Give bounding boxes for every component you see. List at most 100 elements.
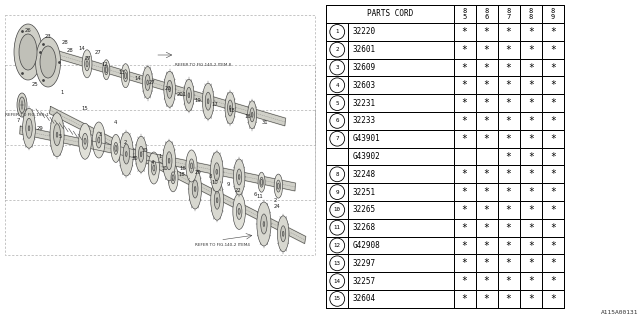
Bar [348,130,454,148]
Bar [476,165,498,183]
Text: 6: 6 [253,193,257,197]
Bar [541,254,564,272]
Text: 8
7: 8 7 [506,8,511,20]
Bar [476,272,498,290]
Ellipse shape [189,169,202,209]
Bar [498,59,520,76]
Bar [498,165,520,183]
Text: *: * [550,223,556,233]
Text: *: * [528,205,534,215]
Bar [326,112,348,130]
Text: *: * [506,169,511,179]
Ellipse shape [188,93,189,98]
Ellipse shape [125,73,127,79]
Ellipse shape [274,174,283,198]
Text: 22: 22 [235,188,241,193]
Bar [326,130,348,148]
Bar [498,201,520,219]
Text: *: * [461,276,467,286]
Bar [348,41,454,59]
Ellipse shape [282,231,284,236]
Bar [454,201,476,219]
Ellipse shape [167,80,173,98]
Ellipse shape [257,202,271,246]
Text: 4: 4 [113,121,116,125]
Bar [520,165,541,183]
Text: 13: 13 [333,261,340,266]
Text: *: * [528,98,534,108]
Ellipse shape [22,108,35,148]
Text: 20: 20 [164,86,172,92]
Text: 18: 18 [228,108,236,114]
Ellipse shape [250,108,254,122]
Text: *: * [461,116,467,126]
Ellipse shape [54,124,61,146]
Text: *: * [506,80,511,90]
Polygon shape [20,126,296,191]
Text: *: * [461,98,467,108]
Ellipse shape [237,169,242,185]
Bar [541,112,564,130]
Text: *: * [506,27,511,37]
Text: 8: 8 [209,174,212,180]
Bar [348,76,454,94]
Bar [541,76,564,94]
Bar [326,59,348,76]
Text: *: * [506,62,511,73]
Ellipse shape [103,60,110,80]
Text: *: * [528,62,534,73]
Ellipse shape [260,177,263,187]
Text: *: * [528,134,534,144]
Bar [348,94,454,112]
Ellipse shape [119,132,133,176]
Bar [326,94,348,112]
Bar [348,290,454,308]
Bar [520,201,541,219]
Bar [520,59,541,76]
Text: 4: 4 [335,83,339,88]
Text: *: * [550,187,556,197]
Bar [454,254,476,272]
Text: 11: 11 [257,194,264,198]
Bar [326,236,348,254]
Ellipse shape [192,180,198,198]
Bar [498,76,520,94]
Bar [520,272,541,290]
Ellipse shape [19,97,25,113]
Text: 15: 15 [82,106,88,110]
Bar [326,219,348,236]
Text: 31: 31 [262,121,268,125]
Ellipse shape [83,133,88,149]
Bar [498,112,520,130]
Bar [326,5,454,23]
Bar [454,94,476,112]
Ellipse shape [276,180,280,192]
Bar [454,41,476,59]
Bar [541,148,564,165]
Ellipse shape [82,50,92,78]
Text: PARTS CORD: PARTS CORD [367,10,413,19]
Ellipse shape [248,101,257,129]
Text: *: * [506,205,511,215]
Text: 8
5: 8 5 [463,8,467,20]
Bar [326,272,348,290]
Ellipse shape [225,92,236,124]
Ellipse shape [234,159,245,195]
Ellipse shape [147,80,148,85]
Bar [348,23,454,41]
Text: 9: 9 [335,189,339,195]
Bar [348,148,454,165]
Text: 32265: 32265 [352,205,376,214]
Text: *: * [550,169,556,179]
Text: 2: 2 [124,140,127,145]
Text: *: * [484,134,490,144]
Text: *: * [461,80,467,90]
Text: 4: 4 [150,159,154,164]
Bar [476,290,498,308]
Ellipse shape [79,123,92,159]
Ellipse shape [172,175,174,181]
Ellipse shape [216,198,218,203]
Text: 32268: 32268 [352,223,376,232]
Text: 32603: 32603 [352,81,376,90]
Text: 10: 10 [333,207,340,212]
